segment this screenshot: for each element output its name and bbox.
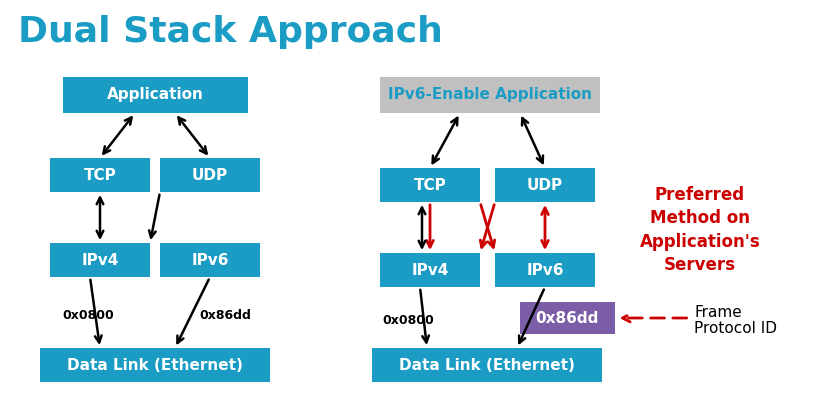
Text: Protocol ID: Protocol ID [695, 321, 777, 335]
Text: Frame: Frame [695, 305, 742, 319]
FancyBboxPatch shape [50, 243, 150, 277]
Text: Data Link (Ethernet): Data Link (Ethernet) [67, 358, 243, 372]
FancyBboxPatch shape [380, 77, 600, 113]
FancyBboxPatch shape [495, 253, 595, 287]
Text: IPv6-Enable Application: IPv6-Enable Application [388, 88, 592, 102]
Text: IPv4: IPv4 [82, 252, 119, 268]
Text: TCP: TCP [414, 178, 447, 192]
Text: UDP: UDP [527, 178, 563, 192]
Text: Data Link (Ethernet): Data Link (Ethernet) [399, 358, 575, 372]
FancyBboxPatch shape [160, 243, 260, 277]
FancyBboxPatch shape [40, 348, 270, 382]
FancyBboxPatch shape [50, 158, 150, 192]
Text: IPv6: IPv6 [527, 263, 564, 277]
Text: Application: Application [106, 88, 204, 102]
Text: 0x0800: 0x0800 [62, 309, 114, 321]
FancyBboxPatch shape [62, 77, 247, 113]
FancyBboxPatch shape [380, 168, 480, 202]
Text: 0x86dd: 0x86dd [535, 310, 599, 326]
Text: TCP: TCP [84, 168, 116, 182]
Text: IPv4: IPv4 [411, 263, 448, 277]
FancyBboxPatch shape [380, 253, 480, 287]
Text: IPv6: IPv6 [191, 252, 229, 268]
Text: Preferred
Method on
Application's
Servers: Preferred Method on Application's Server… [640, 186, 760, 275]
FancyBboxPatch shape [372, 348, 602, 382]
FancyBboxPatch shape [495, 168, 595, 202]
FancyBboxPatch shape [519, 302, 615, 334]
Text: UDP: UDP [192, 168, 228, 182]
Text: 0x86dd: 0x86dd [199, 309, 251, 321]
Text: 0x0800: 0x0800 [382, 314, 433, 326]
Text: Dual Stack Approach: Dual Stack Approach [18, 15, 443, 49]
FancyBboxPatch shape [160, 158, 260, 192]
